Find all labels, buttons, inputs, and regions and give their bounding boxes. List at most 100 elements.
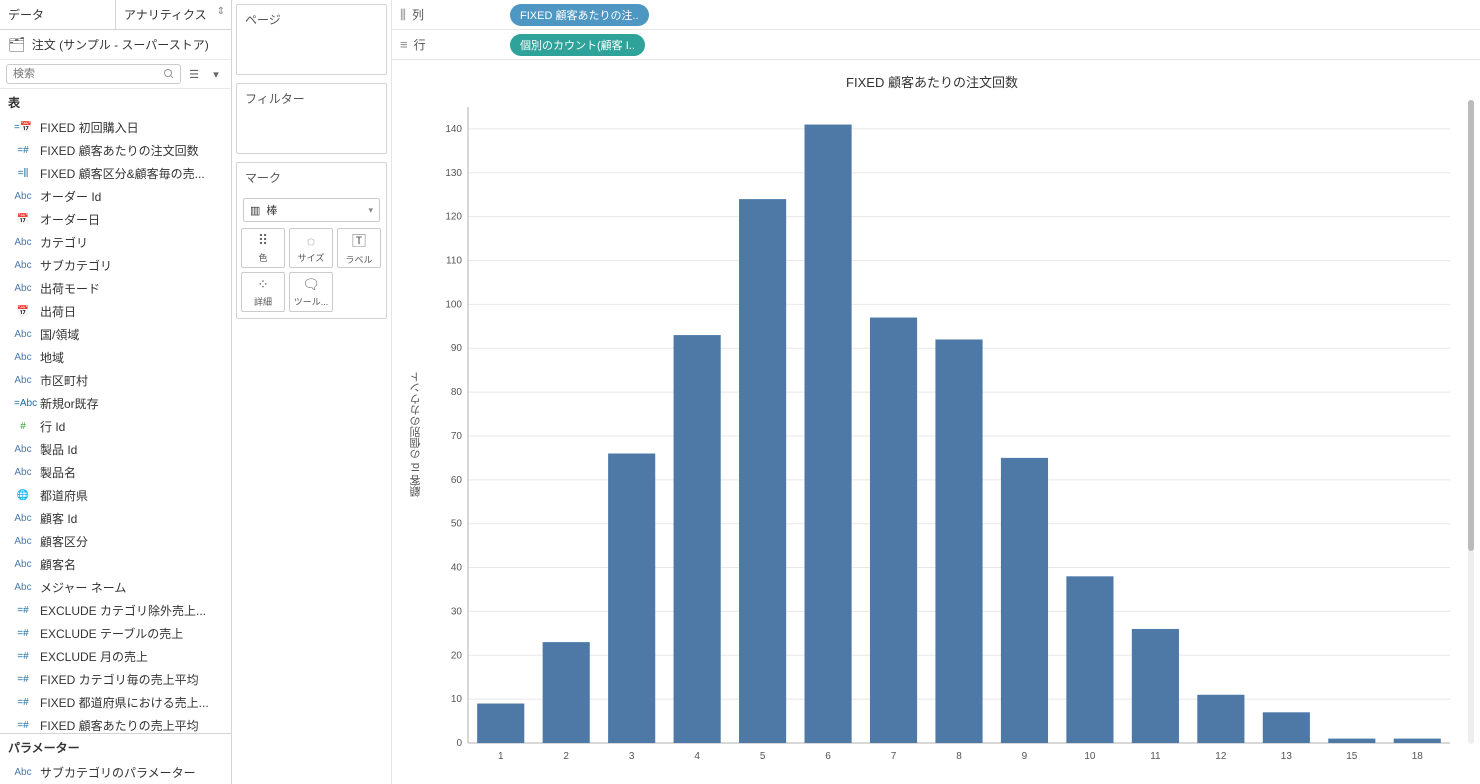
field-label: 出荷モード	[40, 280, 100, 297]
field-item[interactable]: =#EXCLUDE カテゴリ除外売上...	[0, 599, 231, 622]
field-item[interactable]: 📅オーダー日	[0, 208, 231, 231]
svg-text:0: 0	[456, 738, 462, 749]
field-item[interactable]: #行 Id	[0, 415, 231, 438]
field-type-icon: Abc	[14, 582, 32, 593]
field-item[interactable]: Abc 顧客区分	[0, 530, 231, 553]
mark-color[interactable]: ⠿色	[241, 228, 285, 268]
svg-text:30: 30	[451, 606, 463, 617]
rows-shelf[interactable]: ≡行 個別のカウント(顧客 I..	[392, 30, 1480, 60]
field-item[interactable]: 📅出荷日	[0, 300, 231, 323]
rows-pill[interactable]: 個別のカウント(顧客 I..	[510, 34, 645, 56]
mark-tooltip[interactable]: 🗨ツール...	[289, 272, 333, 312]
field-list: =📅FIXED 初回購入日=#FIXED 顧客あたりの注文回数=⫼FIXED 顧…	[0, 116, 231, 733]
mark-label[interactable]: 🅃ラベル	[337, 228, 381, 268]
svg-text:40: 40	[451, 563, 463, 574]
field-item[interactable]: Abc顧客 Id	[0, 507, 231, 530]
field-label: 顧客区分	[40, 533, 88, 550]
field-item[interactable]: Abcオーダー Id	[0, 185, 231, 208]
param-item[interactable]: Abcサブカテゴリのパラメーター	[0, 761, 231, 784]
field-item[interactable]: Abcメジャー ネーム	[0, 576, 231, 599]
field-item[interactable]: =📅FIXED 初回購入日	[0, 116, 231, 139]
field-type-icon: Abc	[14, 444, 32, 455]
field-item[interactable]: Abc製品名	[0, 461, 231, 484]
field-item[interactable]: 🌐都道府県	[0, 484, 231, 507]
field-label: オーダー日	[40, 211, 100, 228]
svg-text:50: 50	[451, 519, 463, 530]
field-label: オーダー Id	[40, 188, 101, 205]
field-item[interactable]: Abc市区町村	[0, 369, 231, 392]
mark-detail[interactable]: ⁘詳細	[241, 272, 285, 312]
param-label: サブカテゴリのパラメーター	[40, 764, 196, 781]
bar-icon: ▥	[250, 204, 260, 217]
field-item[interactable]: Abc地域	[0, 346, 231, 369]
field-item[interactable]: Abc 顧客名	[0, 553, 231, 576]
filters-shelf[interactable]: フィルター	[236, 83, 387, 154]
field-item[interactable]: Abc国/領域	[0, 323, 231, 346]
svg-text:2: 2	[563, 751, 569, 762]
chart-plot[interactable]: 0102030405060708090100110120130140123456…	[428, 97, 1460, 771]
field-item[interactable]: =#FIXED 顧客あたりの売上平均	[0, 714, 231, 733]
field-item[interactable]: =#FIXED 都道府県における売上...	[0, 691, 231, 714]
search-input[interactable]	[6, 64, 181, 84]
columns-shelf[interactable]: ⫼列 FIXED 顧客あたりの注..	[392, 0, 1480, 30]
rows-label: 行	[414, 36, 426, 53]
datasource-name: 注文 (サンプル - スーパーストア)	[32, 36, 209, 53]
svg-text:5: 5	[760, 751, 766, 762]
field-label: FIXED 都道府県における売上...	[40, 694, 209, 711]
field-item[interactable]: Abcカテゴリ	[0, 231, 231, 254]
field-label: EXCLUDE 月の売上	[40, 648, 148, 665]
tab-data[interactable]: データ	[0, 0, 116, 29]
field-label: FIXED 顧客あたりの売上平均	[40, 717, 199, 733]
svg-text:70: 70	[451, 431, 463, 442]
dropdown-icon[interactable]: ▾	[207, 65, 225, 83]
svg-text:80: 80	[451, 387, 463, 398]
field-item[interactable]: =#FIXED カテゴリ毎の売上平均	[0, 668, 231, 691]
mark-type-selector[interactable]: ▥ 棒	[243, 198, 380, 222]
y-axis-label: 顧客 Id の個別のカウント	[404, 97, 428, 771]
svg-text:110: 110	[446, 256, 462, 267]
tooltip-icon: 🗨	[302, 276, 320, 293]
svg-text:18: 18	[1412, 751, 1424, 762]
field-type-icon: Abc	[14, 260, 32, 271]
field-item[interactable]: =# EXCLUDE 月の売上	[0, 645, 231, 668]
field-type-icon: =#	[14, 628, 32, 639]
sidebar-scrollbar[interactable]	[1468, 100, 1474, 744]
svg-text:6: 6	[825, 751, 831, 762]
pages-title: ページ	[237, 5, 386, 34]
field-type-icon: =⫼	[14, 168, 32, 179]
field-type-icon: Abc	[14, 536, 32, 547]
field-type-icon: Abc	[14, 559, 32, 570]
field-item[interactable]: =#FIXED 顧客あたりの注文回数	[0, 139, 231, 162]
field-item[interactable]: =Abc 新規or既存	[0, 392, 231, 415]
scrollbar-thumb[interactable]	[1468, 100, 1474, 551]
field-label: 新規or既存	[40, 395, 99, 412]
field-label: 地域	[40, 349, 64, 366]
size-icon: ◌	[307, 233, 315, 249]
tab-analytics[interactable]: アナリティクス	[116, 0, 231, 29]
field-label: 出荷日	[40, 303, 76, 320]
filters-title: フィルター	[237, 84, 386, 113]
view-list-icon[interactable]: ☰	[185, 65, 203, 83]
field-item[interactable]: =#EXCLUDE テーブルの売上	[0, 622, 231, 645]
field-label: サブカテゴリ	[40, 257, 112, 274]
field-label: 顧客名	[40, 556, 76, 573]
pages-shelf[interactable]: ページ	[236, 4, 387, 75]
field-item[interactable]: Abc出荷モード	[0, 277, 231, 300]
datasource-selector[interactable]: 🗂 注文 (サンプル - スーパーストア)	[0, 30, 231, 59]
svg-text:7: 7	[891, 751, 897, 762]
field-type-icon: Abc	[14, 237, 32, 248]
columns-label: 列	[412, 6, 424, 23]
main-view: ⫼列 FIXED 顧客あたりの注.. ≡行 個別のカウント(顧客 I.. FIX…	[392, 0, 1480, 784]
color-icon: ⠿	[258, 232, 268, 249]
field-type-icon: =#	[14, 674, 32, 685]
field-item[interactable]: Abc製品 Id	[0, 438, 231, 461]
mark-size[interactable]: ◌サイズ	[289, 228, 333, 268]
field-item[interactable]: =⫼FIXED 顧客区分&顧客毎の売...	[0, 162, 231, 185]
field-label: 行 Id	[40, 418, 65, 435]
cards-column: ページ フィルター マーク ▥ 棒 ⠿色 ◌サイズ 🅃ラベル ⁘詳細 🗨ツール.…	[232, 0, 392, 784]
columns-pill[interactable]: FIXED 顧客あたりの注..	[510, 4, 649, 26]
field-type-icon: =#	[14, 651, 32, 662]
field-type-icon: =Abc	[14, 398, 32, 409]
svg-text:10: 10	[1084, 751, 1096, 762]
field-item[interactable]: Abc サブカテゴリ	[0, 254, 231, 277]
